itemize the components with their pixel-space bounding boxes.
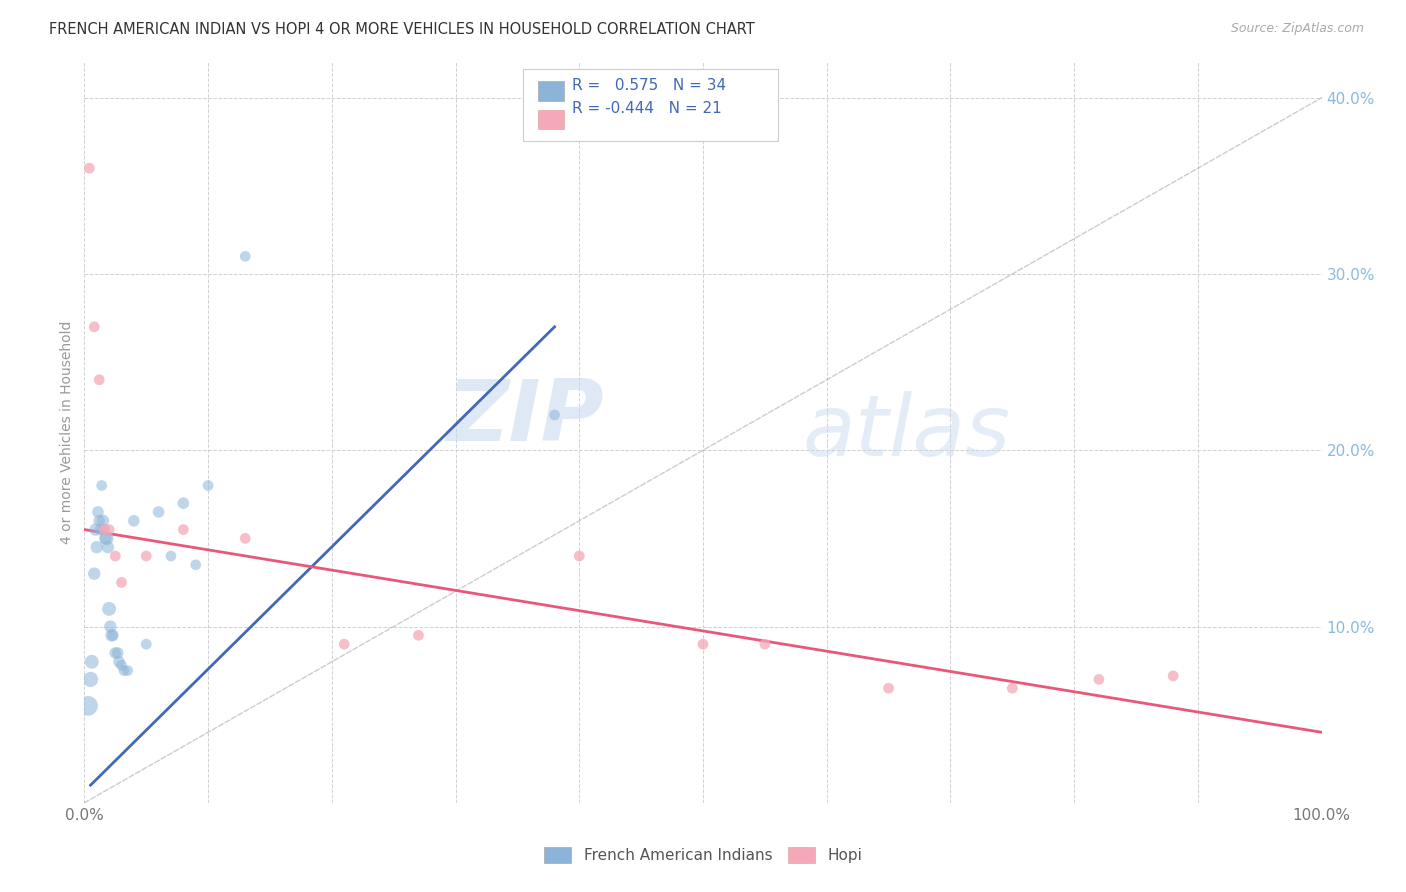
Point <box>692 637 714 651</box>
Point <box>77 698 100 713</box>
Text: FRENCH AMERICAN INDIAN VS HOPI 4 OR MORE VEHICLES IN HOUSEHOLD CORRELATION CHART: FRENCH AMERICAN INDIAN VS HOPI 4 OR MORE… <box>49 22 755 37</box>
Point <box>233 249 256 263</box>
Point <box>79 673 101 687</box>
Point <box>135 549 157 563</box>
Point <box>86 540 108 554</box>
Point <box>98 602 121 616</box>
Point <box>233 532 256 546</box>
Point <box>110 658 132 673</box>
Point <box>89 514 111 528</box>
Point <box>172 523 194 537</box>
Point <box>543 408 565 422</box>
Point <box>754 637 776 651</box>
Point <box>333 637 356 651</box>
Text: R =   0.575   N = 34: R = 0.575 N = 34 <box>572 78 727 94</box>
Point <box>1161 669 1184 683</box>
Text: Source: ZipAtlas.com: Source: ZipAtlas.com <box>1230 22 1364 36</box>
Point <box>83 566 105 581</box>
Point <box>100 628 122 642</box>
Point <box>135 637 157 651</box>
Text: R = -0.444   N = 21: R = -0.444 N = 21 <box>572 101 723 116</box>
Point <box>90 478 112 492</box>
Point <box>104 549 127 563</box>
Point <box>89 373 111 387</box>
Point <box>122 514 145 528</box>
Text: ZIP: ZIP <box>446 376 605 459</box>
Point <box>110 575 132 590</box>
Point <box>89 523 111 537</box>
Point <box>84 523 107 537</box>
Point <box>1088 673 1111 687</box>
Point <box>112 664 135 678</box>
Point <box>80 655 103 669</box>
Point <box>107 646 129 660</box>
Point <box>98 523 121 537</box>
Point <box>568 549 591 563</box>
Point <box>79 161 101 176</box>
Legend: French American Indians, Hopi: French American Indians, Hopi <box>537 841 869 869</box>
Point <box>101 628 124 642</box>
Point <box>93 523 115 537</box>
Point <box>1001 681 1024 696</box>
Point <box>172 496 194 510</box>
Point <box>117 664 139 678</box>
Point <box>83 319 105 334</box>
Point <box>184 558 207 572</box>
Point <box>877 681 900 696</box>
Point <box>87 505 110 519</box>
Point <box>104 646 127 660</box>
Point <box>98 619 121 633</box>
Point <box>96 532 118 546</box>
Point <box>108 655 131 669</box>
Point <box>148 505 170 519</box>
Point <box>94 532 117 546</box>
Point <box>91 514 114 528</box>
Point <box>93 523 115 537</box>
Point <box>97 540 120 554</box>
Text: atlas: atlas <box>801 391 1010 475</box>
Point <box>197 478 219 492</box>
Y-axis label: 4 or more Vehicles in Household: 4 or more Vehicles in Household <box>60 321 75 544</box>
Point <box>408 628 430 642</box>
Point <box>160 549 183 563</box>
